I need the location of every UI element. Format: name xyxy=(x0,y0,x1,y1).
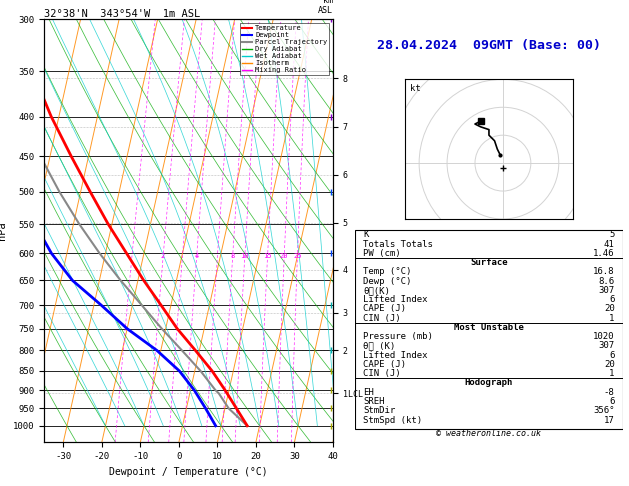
Text: 10: 10 xyxy=(240,253,249,259)
Text: kt: kt xyxy=(410,84,421,92)
Text: 20: 20 xyxy=(280,253,288,259)
Text: 41: 41 xyxy=(604,240,615,248)
Text: 307: 307 xyxy=(599,286,615,295)
Text: 1020: 1020 xyxy=(593,332,615,341)
Text: 16.8: 16.8 xyxy=(593,267,615,277)
Text: Hodograph: Hodograph xyxy=(465,379,513,387)
Text: 28.04.2024  09GMT (Base: 00): 28.04.2024 09GMT (Base: 00) xyxy=(377,39,601,52)
Text: 6: 6 xyxy=(610,295,615,304)
Text: 8.6: 8.6 xyxy=(599,277,615,286)
Text: 2: 2 xyxy=(161,253,165,259)
Text: 1: 1 xyxy=(610,313,615,323)
Text: 8: 8 xyxy=(230,253,235,259)
Text: -8: -8 xyxy=(604,388,615,397)
Text: Pressure (mb): Pressure (mb) xyxy=(363,332,433,341)
Text: StmDir: StmDir xyxy=(363,406,396,415)
Y-axis label: hPa: hPa xyxy=(0,222,8,240)
Text: 20: 20 xyxy=(604,360,615,369)
Text: PW (cm): PW (cm) xyxy=(363,249,401,258)
Text: 17: 17 xyxy=(604,416,615,424)
Text: Most Unstable: Most Unstable xyxy=(454,323,524,332)
Text: 307: 307 xyxy=(599,341,615,350)
Text: Dewp (°C): Dewp (°C) xyxy=(363,277,411,286)
X-axis label: Dewpoint / Temperature (°C): Dewpoint / Temperature (°C) xyxy=(109,467,268,477)
Text: 20: 20 xyxy=(604,304,615,313)
Text: 5: 5 xyxy=(610,230,615,239)
Text: CAPE (J): CAPE (J) xyxy=(363,304,406,313)
Text: © weatheronline.co.uk: © weatheronline.co.uk xyxy=(437,429,542,438)
Text: Lifted Index: Lifted Index xyxy=(363,295,428,304)
Text: 6: 6 xyxy=(610,351,615,360)
Text: EH: EH xyxy=(363,388,374,397)
Text: Lifted Index: Lifted Index xyxy=(363,351,428,360)
Text: 15: 15 xyxy=(263,253,272,259)
Text: θᴇ(K): θᴇ(K) xyxy=(363,286,390,295)
Text: Surface: Surface xyxy=(470,258,508,267)
Text: SREH: SREH xyxy=(363,397,385,406)
Text: CAPE (J): CAPE (J) xyxy=(363,360,406,369)
Text: 6: 6 xyxy=(610,397,615,406)
Text: Temp (°C): Temp (°C) xyxy=(363,267,411,277)
Text: 32°38'N  343°54'W  1m ASL: 32°38'N 343°54'W 1m ASL xyxy=(44,9,200,18)
Text: StmSpd (kt): StmSpd (kt) xyxy=(363,416,422,424)
Text: K: K xyxy=(363,230,369,239)
Text: 356°: 356° xyxy=(593,406,615,415)
Text: 1: 1 xyxy=(610,369,615,378)
Text: CIN (J): CIN (J) xyxy=(363,369,401,378)
Text: 1.46: 1.46 xyxy=(593,249,615,258)
Text: Totals Totals: Totals Totals xyxy=(363,240,433,248)
Text: 25: 25 xyxy=(293,253,301,259)
Text: km
ASL: km ASL xyxy=(318,0,333,15)
Text: CIN (J): CIN (J) xyxy=(363,313,401,323)
Text: 4: 4 xyxy=(194,253,199,259)
Legend: Temperature, Dewpoint, Parcel Trajectory, Dry Adiabat, Wet Adiabat, Isotherm, Mi: Temperature, Dewpoint, Parcel Trajectory… xyxy=(240,23,330,75)
Text: θᴇ (K): θᴇ (K) xyxy=(363,341,396,350)
